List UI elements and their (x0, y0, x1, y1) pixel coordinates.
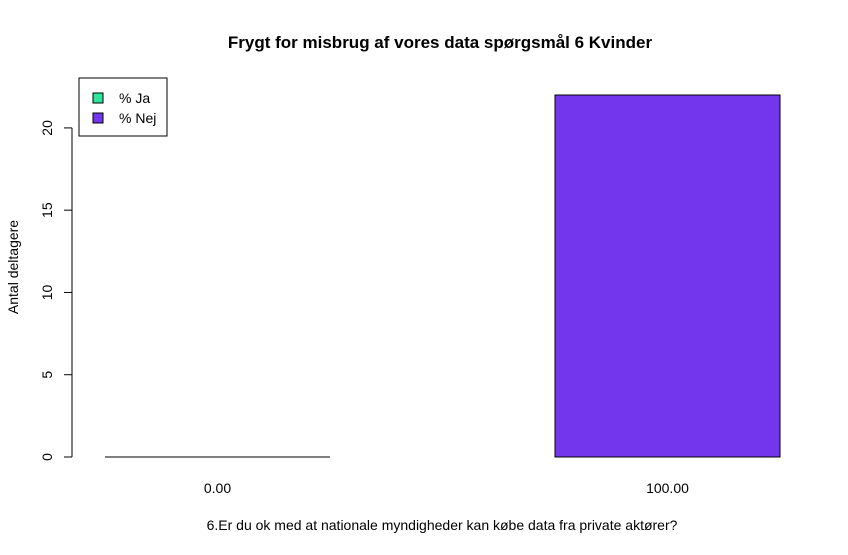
y-axis-label: Antal deltagere (5, 220, 21, 314)
legend-label: % Ja (119, 90, 150, 106)
y-tick-label: 10 (39, 284, 55, 300)
y-tick-label: 20 (39, 120, 55, 136)
legend-box (78, 77, 168, 137)
x-tick-labels: 0.00 100.00 (204, 480, 689, 496)
legend: % Ja % Nej (78, 77, 168, 137)
x-tick-label: 100.00 (646, 480, 689, 496)
x-tick-label: 0.00 (204, 480, 231, 496)
legend-swatch (92, 112, 104, 124)
legend-swatch (92, 92, 104, 104)
bars (105, 94, 781, 458)
y-tick-label: 0 (39, 453, 55, 461)
chart-title: Frygt for misbrug af vores data spørgsmå… (228, 33, 653, 52)
legend-label: % Nej (119, 110, 156, 126)
y-axis: 0 5 10 15 20 (39, 120, 73, 461)
y-tick-label: 15 (39, 202, 55, 218)
y-tick-label: 5 (39, 371, 55, 379)
x-axis-label: 6.Er du ok med at nationale myndigheder … (207, 517, 678, 533)
bar-nej-1 (554, 94, 781, 458)
